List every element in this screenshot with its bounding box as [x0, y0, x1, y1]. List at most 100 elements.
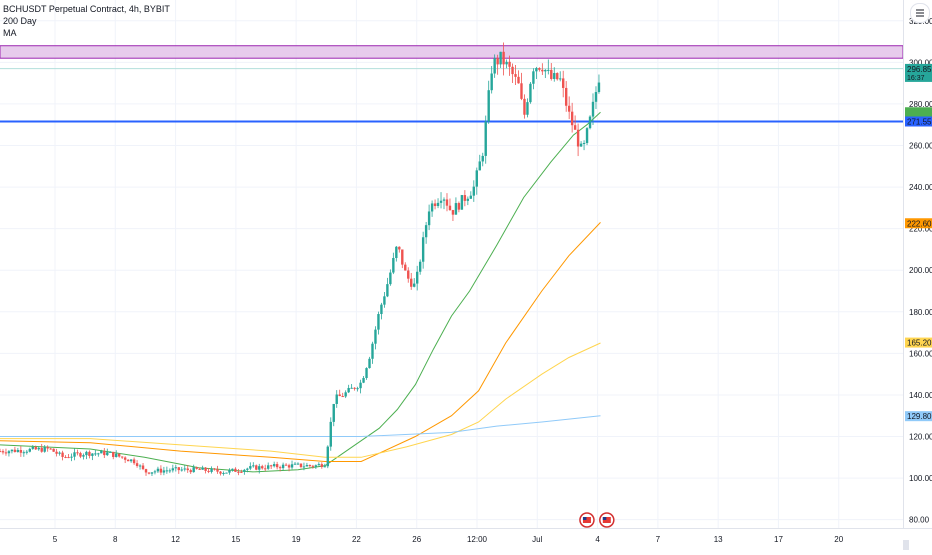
- candle-body: [135, 463, 139, 466]
- candle-body: [350, 387, 353, 389]
- chart-settings-button[interactable]: [910, 3, 930, 23]
- candle-body: [94, 453, 97, 455]
- candle-body: [25, 451, 29, 453]
- price-tick-label: 160.00: [909, 349, 932, 358]
- candle-body: [535, 68, 538, 72]
- candle-body: [79, 453, 82, 457]
- us-flag-event-icon[interactable]: [599, 512, 615, 528]
- candle-body: [514, 74, 517, 77]
- price-tick-label: 300.00: [909, 58, 932, 67]
- candle-body: [0, 451, 2, 453]
- price-axis-tag: [905, 411, 932, 422]
- candle-body: [58, 452, 61, 454]
- candle-body: [85, 451, 88, 456]
- candle-body: [562, 78, 565, 88]
- candle-body: [356, 388, 359, 390]
- candle-body: [362, 377, 365, 383]
- candle-body: [380, 304, 383, 315]
- candle-body: [275, 464, 279, 468]
- candle-body: [451, 210, 455, 215]
- candle-body: [10, 449, 14, 452]
- candle-body: [442, 199, 446, 201]
- candle-body: [582, 143, 586, 145]
- candle-body: [520, 83, 523, 99]
- price-tick-label: 140.00: [909, 391, 932, 400]
- price-axis-tag: [905, 63, 932, 82]
- candle-body: [499, 51, 502, 65]
- hamburger-icon: [915, 4, 925, 22]
- candle-body: [34, 446, 37, 450]
- candle-body: [418, 261, 422, 272]
- candle-body: [407, 270, 410, 279]
- candle-body: [326, 446, 329, 467]
- candle-body: [150, 472, 154, 474]
- price-axis-tag-value: 165.20: [907, 339, 932, 348]
- candle-body: [97, 453, 100, 455]
- candle-body: [392, 257, 395, 273]
- candle-body: [201, 467, 204, 470]
- candle-body: [165, 470, 169, 472]
- candle-body: [1, 451, 5, 453]
- candle-body: [22, 452, 26, 454]
- candle-body: [496, 58, 499, 65]
- candle-body: [52, 448, 55, 452]
- candle-body: [153, 471, 157, 473]
- candle-body: [120, 456, 124, 458]
- candle-body: [439, 200, 443, 203]
- candle-body: [401, 249, 404, 265]
- candle-body: [67, 457, 70, 459]
- candle-body: [466, 198, 470, 201]
- candle-body: [147, 472, 151, 474]
- candle-body: [240, 471, 243, 473]
- candle-body: [299, 463, 303, 467]
- candle-body: [117, 453, 121, 457]
- candle-body: [490, 73, 493, 91]
- candle-body: [308, 465, 312, 467]
- price-axis-tag: [905, 107, 932, 118]
- candle-body: [82, 455, 85, 457]
- candle-body: [538, 68, 541, 70]
- candle-body: [109, 451, 112, 453]
- price-axis-tag-value: 222.60: [907, 219, 932, 228]
- candle-body: [156, 468, 160, 472]
- scroll-handle[interactable]: [903, 540, 909, 550]
- candle-body: [37, 447, 40, 450]
- candle-body: [436, 202, 440, 207]
- candle-body: [4, 452, 8, 454]
- candle-body: [112, 451, 115, 457]
- time-tick-label: 4: [595, 535, 600, 544]
- time-tick-label: 17: [774, 535, 783, 544]
- candle-body: [222, 472, 225, 474]
- time-tick-label: 20: [834, 535, 843, 544]
- candle-body: [100, 450, 103, 454]
- candle-body: [168, 470, 172, 472]
- time-tick-label: 22: [352, 535, 361, 544]
- candle-body: [252, 465, 255, 467]
- us-flag-event-icon[interactable]: [579, 512, 595, 528]
- candle-body: [353, 387, 356, 389]
- time-tick-label: 12:00: [467, 535, 488, 544]
- candle-body: [389, 272, 392, 285]
- candle-body: [243, 469, 246, 472]
- candle-body: [141, 465, 145, 470]
- candle-body: [64, 456, 67, 458]
- candle-body: [415, 271, 419, 284]
- candle-body: [302, 466, 306, 468]
- candle-body: [541, 69, 544, 72]
- candle-body: [567, 105, 571, 112]
- candle-body: [284, 464, 288, 466]
- candle-body: [505, 61, 508, 65]
- candle-body: [231, 468, 234, 471]
- price-axis-tag-value: 296.85: [907, 65, 932, 74]
- candle-body: [556, 73, 559, 80]
- candle-body: [368, 358, 371, 369]
- moving-average-line: [0, 415, 601, 437]
- candle-body: [287, 465, 291, 468]
- candle-body: [180, 469, 183, 471]
- time-tick-label: 5: [53, 535, 58, 544]
- candle-body: [31, 446, 34, 449]
- candle-body: [398, 246, 401, 250]
- candle-body: [296, 463, 300, 465]
